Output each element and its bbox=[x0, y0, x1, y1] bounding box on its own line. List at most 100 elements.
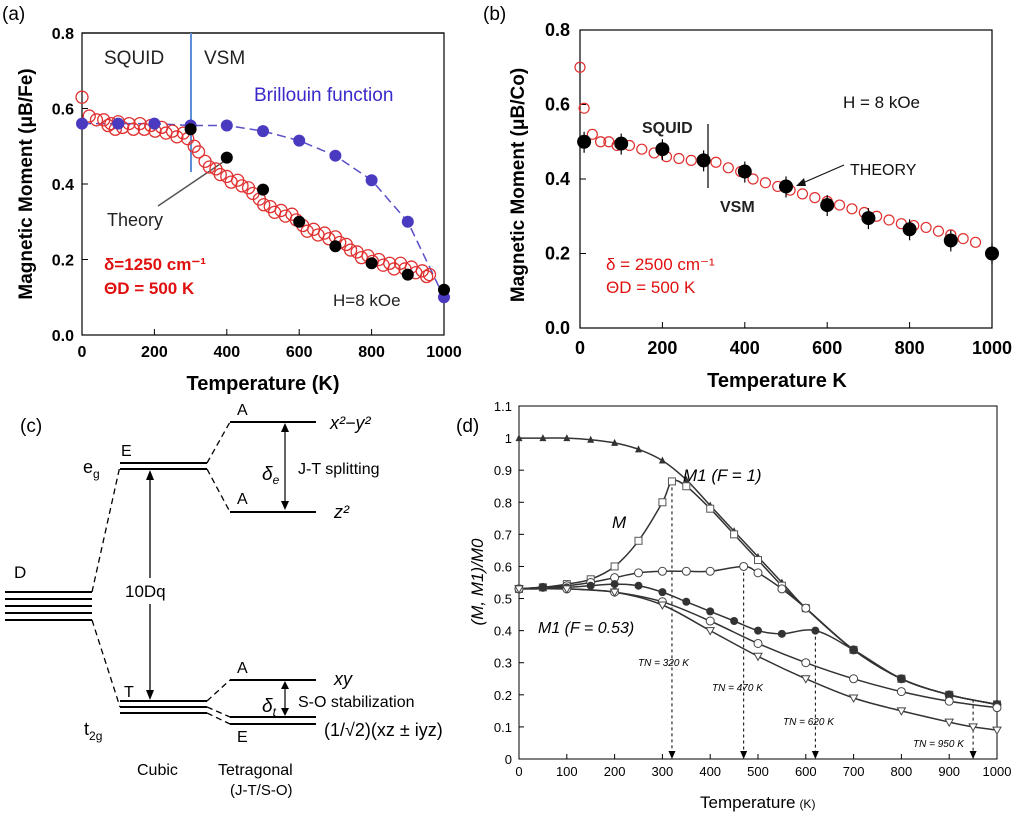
tendq-label-bg bbox=[120, 578, 182, 604]
x-tick-label: 800 bbox=[358, 344, 385, 361]
theory-label-a: Theory bbox=[107, 210, 163, 230]
marker-filled-circle bbox=[897, 674, 906, 683]
experiment-point bbox=[673, 152, 685, 165]
x-tick-label: 0 bbox=[78, 344, 87, 361]
marker-open-circle bbox=[896, 687, 906, 697]
marker-open-circle bbox=[705, 566, 715, 576]
experiment-point bbox=[594, 136, 607, 148]
experiment-point bbox=[170, 130, 184, 144]
y-tick-label: 0.4 bbox=[545, 169, 570, 189]
brillouin-point bbox=[365, 174, 378, 187]
tn-label-620: TN = 620 K bbox=[783, 717, 835, 728]
a-label-1: A bbox=[237, 402, 248, 419]
experiment-point bbox=[636, 143, 648, 155]
panel-label-a: (a) bbox=[2, 4, 25, 25]
m1-f1-label: M1 (F = 1) bbox=[683, 466, 762, 485]
jt-splitting-label: J-T splitting bbox=[298, 461, 380, 478]
experiment-point bbox=[574, 61, 586, 73]
marker-square bbox=[682, 482, 691, 491]
a-label-2: A bbox=[237, 491, 248, 508]
brillouin-point bbox=[148, 117, 161, 130]
x-tick-label: 400 bbox=[213, 344, 240, 361]
experiment-point bbox=[586, 128, 598, 140]
tendq-label: 10Dq bbox=[125, 582, 166, 601]
marker-square bbox=[610, 562, 619, 571]
marker-open-circle bbox=[753, 638, 763, 648]
x-tick-label: 800 bbox=[891, 764, 913, 779]
y-tick-label: 0.0 bbox=[52, 328, 74, 345]
marker-square bbox=[658, 498, 667, 507]
panel-d: (d) 0 100 200 300 400 500 600 700 800 900 1000 0 0.… bbox=[456, 399, 1011, 812]
marker-filled-circle bbox=[730, 617, 739, 626]
x-tick-label: 400 bbox=[730, 338, 760, 358]
y-tick-label: 0.6 bbox=[52, 102, 74, 119]
marker-square bbox=[754, 556, 762, 565]
marker-triangle-down bbox=[992, 726, 1002, 736]
experiment-point bbox=[343, 243, 358, 257]
x-axis-label-b: Temperature K bbox=[707, 370, 847, 392]
experiment-point bbox=[202, 160, 217, 174]
brillouin-point bbox=[293, 134, 306, 147]
theta-label-b: ΘD = 500 K bbox=[606, 278, 696, 297]
y-tick-label: 0 bbox=[505, 752, 512, 767]
marker-filled-circle bbox=[754, 626, 762, 635]
jtso-label: (J-T/S-O) bbox=[230, 782, 292, 799]
marker-filled-circle bbox=[682, 597, 691, 606]
delta-label-a: δ=1250 cm⁻¹ bbox=[104, 255, 206, 274]
y-tick-label: 0.9 bbox=[494, 463, 512, 478]
tn-arrowhead bbox=[668, 751, 676, 759]
y-axis-label-d: (M, M1)/M0 bbox=[468, 538, 487, 625]
m-label: M bbox=[612, 513, 627, 532]
marker-square bbox=[706, 504, 715, 513]
field-label-a: H=8 kOe bbox=[333, 291, 401, 310]
brillouin-point bbox=[76, 117, 88, 130]
marker-square bbox=[730, 530, 739, 539]
d-levels bbox=[5, 591, 92, 621]
panel-label-c: (c) bbox=[20, 416, 42, 437]
tn-label-470: TN = 470 K bbox=[712, 683, 764, 694]
marker-filled-circle bbox=[634, 581, 643, 590]
marker-triangle bbox=[635, 445, 642, 453]
y-tick-label: 0.7 bbox=[494, 527, 512, 542]
theory-point bbox=[737, 164, 752, 179]
theory-point bbox=[293, 215, 306, 228]
x-tick-label: 200 bbox=[604, 764, 626, 779]
brillouin-label-a: Brillouin function bbox=[254, 85, 393, 106]
experiment-point bbox=[82, 109, 96, 123]
d-label: D bbox=[14, 563, 26, 582]
experiment-point bbox=[75, 90, 89, 104]
y-tick-label: 0.8 bbox=[545, 20, 570, 40]
tendq-arrowhead-up bbox=[146, 470, 154, 480]
experiment-point bbox=[137, 122, 151, 136]
panel-a: (a) SQUID VSM Brillouin function Theory … bbox=[2, 4, 462, 395]
x-tick-label: 600 bbox=[286, 344, 313, 361]
theory-point bbox=[902, 222, 917, 237]
experiment-point bbox=[833, 199, 846, 211]
so-stabilization-label: S-O stabilization bbox=[298, 694, 415, 711]
eg-levels bbox=[120, 462, 207, 470]
marker-triangle-down bbox=[800, 675, 811, 684]
panel-b: (b) SQUID VSM H = 8 kOe THEORY δ = 2500 … bbox=[483, 4, 1012, 392]
experiment-point bbox=[422, 267, 437, 282]
marker-triangle bbox=[682, 475, 690, 483]
y-tick-label: 0.4 bbox=[494, 624, 512, 639]
marker-open-circle bbox=[753, 568, 763, 578]
experiment-point bbox=[685, 154, 697, 166]
delta-label-b: δ = 2500 cm⁻¹ bbox=[606, 255, 715, 274]
connector-lines bbox=[91, 421, 231, 725]
experiment-point bbox=[846, 203, 858, 215]
marker-triangle-down bbox=[705, 627, 716, 636]
tendq-arrowhead-down bbox=[146, 690, 154, 700]
y-tick-label: 0.2 bbox=[494, 688, 512, 703]
y-tick-label: 0.6 bbox=[545, 95, 570, 115]
marker-filled-circle bbox=[658, 588, 667, 597]
marker-triangle bbox=[587, 435, 595, 443]
data-marks-a bbox=[75, 90, 450, 304]
eg-label: eg bbox=[83, 457, 100, 481]
x-tick-label: 100 bbox=[556, 764, 578, 779]
brillouin-point bbox=[112, 117, 125, 130]
x-tick-label: 400 bbox=[699, 764, 721, 779]
theory-point bbox=[985, 246, 999, 261]
marker-triangle-down bbox=[561, 585, 572, 594]
marker-square bbox=[667, 477, 676, 486]
